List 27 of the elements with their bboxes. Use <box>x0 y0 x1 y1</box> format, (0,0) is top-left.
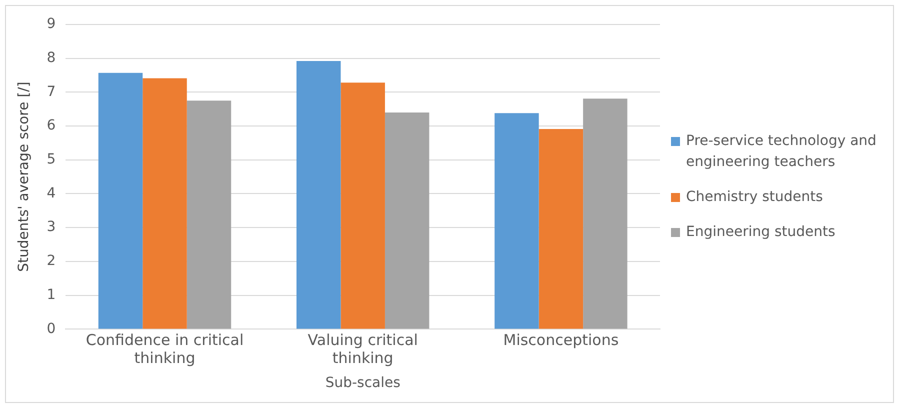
y-tick-label: 0 <box>46 320 56 337</box>
y-tick-label: 3 <box>46 219 56 236</box>
bar <box>384 112 430 329</box>
y-tick-label: 8 <box>46 50 56 66</box>
bar <box>538 129 584 329</box>
bar <box>296 60 341 329</box>
y-tick-label: 6 <box>46 118 56 134</box>
x-tick-label: Confidence in critical thinking <box>86 331 244 368</box>
x-tick-label: Valuing critical thinking <box>308 331 418 368</box>
y-tick-label: 9 <box>46 16 56 32</box>
y-tick-label: 7 <box>46 84 56 100</box>
y-tick-label: 4 <box>46 185 56 202</box>
y-tick-label: 5 <box>46 152 56 168</box>
bar <box>340 82 385 329</box>
x-tick-label: Misconceptions <box>503 331 619 350</box>
legend-label: Pre-service technology and engineering teachers <box>686 132 878 172</box>
bar <box>494 113 539 329</box>
y-tick-label: 1 <box>46 286 56 303</box>
legend-label: Chemistry students <box>686 188 823 207</box>
bar <box>142 78 187 329</box>
legend-label: Engineering students <box>686 223 836 242</box>
bar <box>186 100 232 329</box>
y-tick-label: 2 <box>46 253 56 270</box>
bar <box>98 72 143 329</box>
x-axis-title: Sub-scales <box>325 375 400 392</box>
y-axis-title: Students' average score [/] <box>16 82 32 272</box>
bar <box>583 98 628 329</box>
